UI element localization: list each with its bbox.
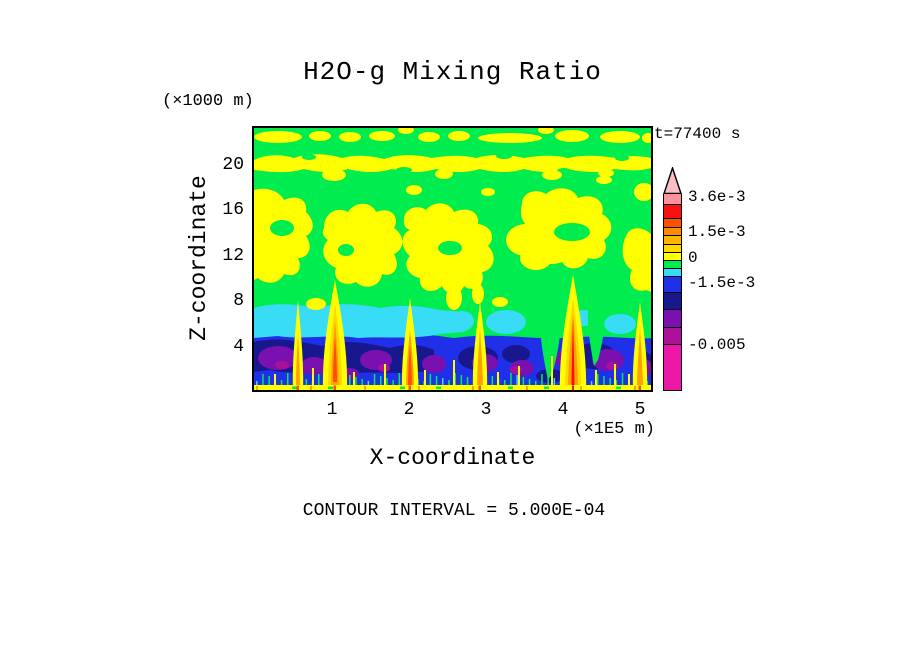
x-tick-label: 2 [403, 400, 415, 420]
colorbar-segment-blue [664, 276, 681, 292]
x-tick-label: 3 [480, 400, 492, 420]
x-tick-label: 4 [557, 400, 569, 420]
colorbar-segment-orange [664, 227, 681, 235]
colorbar-segments [663, 194, 682, 391]
plume-wisps [274, 356, 630, 390]
x-axis-title: X-coordinate [369, 445, 536, 471]
y-tick-label: 12 [222, 246, 244, 266]
colorbar-segment-orangered [664, 218, 681, 227]
colorbar-segment-purple [664, 309, 681, 327]
colorbar-segment-yellow [664, 252, 681, 260]
colorbar-segment-green [664, 260, 681, 268]
y-tick-label: 8 [233, 291, 244, 311]
colorbar-segment-magenta [664, 327, 681, 344]
y-tick-label: 20 [222, 155, 244, 175]
colorbar-segment-salmon [664, 194, 681, 204]
colorbar-segment-red [664, 204, 681, 218]
plumes [274, 275, 648, 390]
y-axis-title: Z-coordinate [186, 175, 212, 341]
y-tick-label: 4 [233, 337, 244, 357]
colorbar-segment-gold [664, 244, 681, 252]
x-tick-label: 5 [634, 400, 646, 420]
colorbar-level-label: 3.6e-3 [688, 188, 746, 206]
x-axis-units-label: (×1E5 m) [573, 420, 655, 439]
colorbar-segment-cyan [664, 268, 681, 276]
colorbar-segment-amber [664, 235, 681, 244]
green-columns [539, 308, 605, 380]
y-tick-label: 16 [222, 200, 244, 220]
surface-strip [254, 385, 651, 390]
yellow-regions [254, 128, 651, 310]
contour-interval-caption: CONTOUR INTERVAL = 5.000E-04 [302, 501, 606, 521]
colorbar-level-label: 0 [688, 249, 698, 267]
colorbar-level-label: 1.5e-3 [688, 223, 746, 241]
colorbar-segment-navy [664, 292, 681, 309]
colorbar [663, 167, 682, 391]
chart-title: H2O-g Mixing Ratio [303, 57, 602, 87]
contour-field [254, 128, 651, 390]
colorbar-segment-brightmagenta [664, 344, 681, 390]
colorbar-level-label: -0.005 [688, 336, 746, 354]
colorbar-labels: 3.6e-3 1.5e-3 0 -1.5e-3 -0.005 [688, 167, 808, 397]
time-annotation: t=77400 s [654, 125, 741, 143]
colorbar-arrow-tip [663, 167, 682, 194]
cyan-band [254, 304, 636, 338]
y-axis-units-label: (×1000 m) [162, 92, 254, 111]
plot-frame [252, 126, 653, 392]
colorbar-level-label: -1.5e-3 [688, 274, 756, 292]
x-tick-label: 1 [326, 400, 338, 420]
